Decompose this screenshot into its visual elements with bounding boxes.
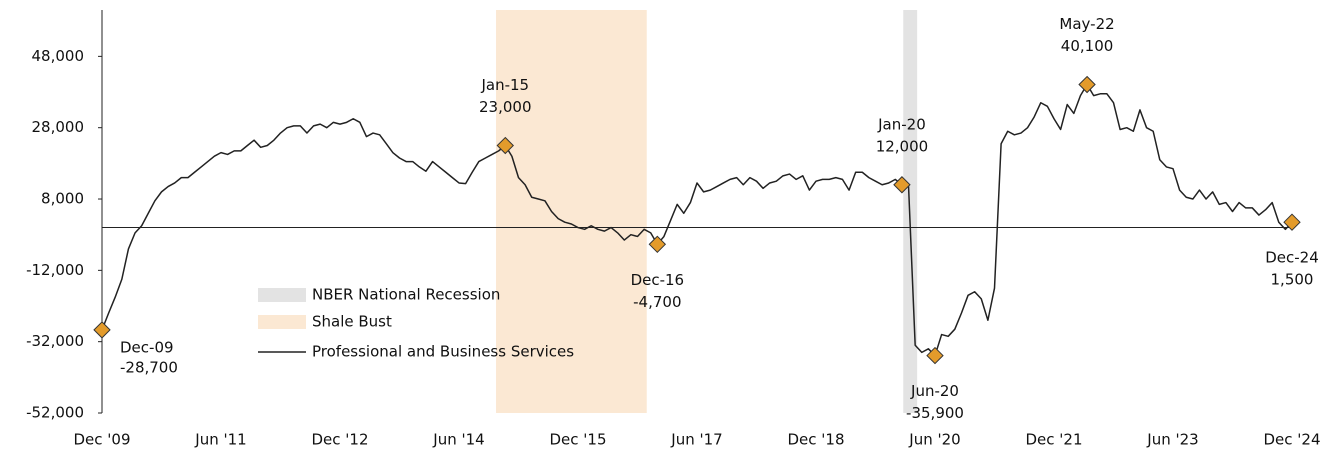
y-tick-label: -32,000 <box>26 332 84 350</box>
y-tick-label: 8,000 <box>41 190 84 208</box>
x-tick-label: Dec '12 <box>311 431 368 449</box>
x-tick-label: Jun '17 <box>670 431 722 449</box>
y-tick-label: 28,000 <box>32 118 85 136</box>
x-tick-label: Jun '14 <box>432 431 484 449</box>
legend-label: NBER National Recession <box>312 286 500 304</box>
value-label: -4,700 <box>633 293 681 311</box>
y-tick-label: -12,000 <box>26 261 84 279</box>
shaded-band <box>496 10 647 413</box>
point-marker <box>893 176 911 194</box>
legend-swatch <box>258 315 306 329</box>
point-marker <box>926 346 944 365</box>
x-tick-label: Jun '20 <box>908 431 960 449</box>
point-label: Jan-20 <box>877 115 926 133</box>
point-label: May-22 <box>1059 15 1114 33</box>
value-label: -28,700 <box>120 358 178 376</box>
x-tick-label: Dec '15 <box>549 431 606 449</box>
x-tick-label: Dec '24 <box>1263 431 1320 449</box>
point-marker <box>648 235 667 254</box>
legend-label: Shale Bust <box>312 313 392 331</box>
point-marker <box>496 136 514 155</box>
x-tick-label: Jun '11 <box>194 431 246 449</box>
point-label: Jun-20 <box>910 382 959 400</box>
legend-label: Professional and Business Services <box>312 343 574 361</box>
x-tick-label: Jun '23 <box>1146 431 1198 449</box>
point-label: Dec-16 <box>631 271 685 289</box>
value-label: -35,900 <box>906 404 964 422</box>
x-tick-label: Dec '21 <box>1025 431 1082 449</box>
value-label: 23,000 <box>479 98 532 116</box>
legend-swatch <box>258 288 306 302</box>
y-tick-label: 48,000 <box>32 47 85 65</box>
y-tick-label: -52,000 <box>26 404 84 422</box>
point-label: Jan-15 <box>480 76 529 94</box>
value-label: 40,100 <box>1061 37 1114 55</box>
value-label: 12,000 <box>876 137 929 155</box>
point-marker <box>1283 213 1301 231</box>
x-tick-label: Dec '09 <box>73 431 130 449</box>
x-tick-label: Dec '18 <box>787 431 844 449</box>
point-label: Dec-09 <box>120 338 174 356</box>
point-marker <box>1078 75 1096 94</box>
line-series <box>101 83 1293 357</box>
value-label: 1,500 <box>1271 271 1314 289</box>
point-marker <box>93 321 111 339</box>
point-label: Dec-24 <box>1265 249 1319 267</box>
